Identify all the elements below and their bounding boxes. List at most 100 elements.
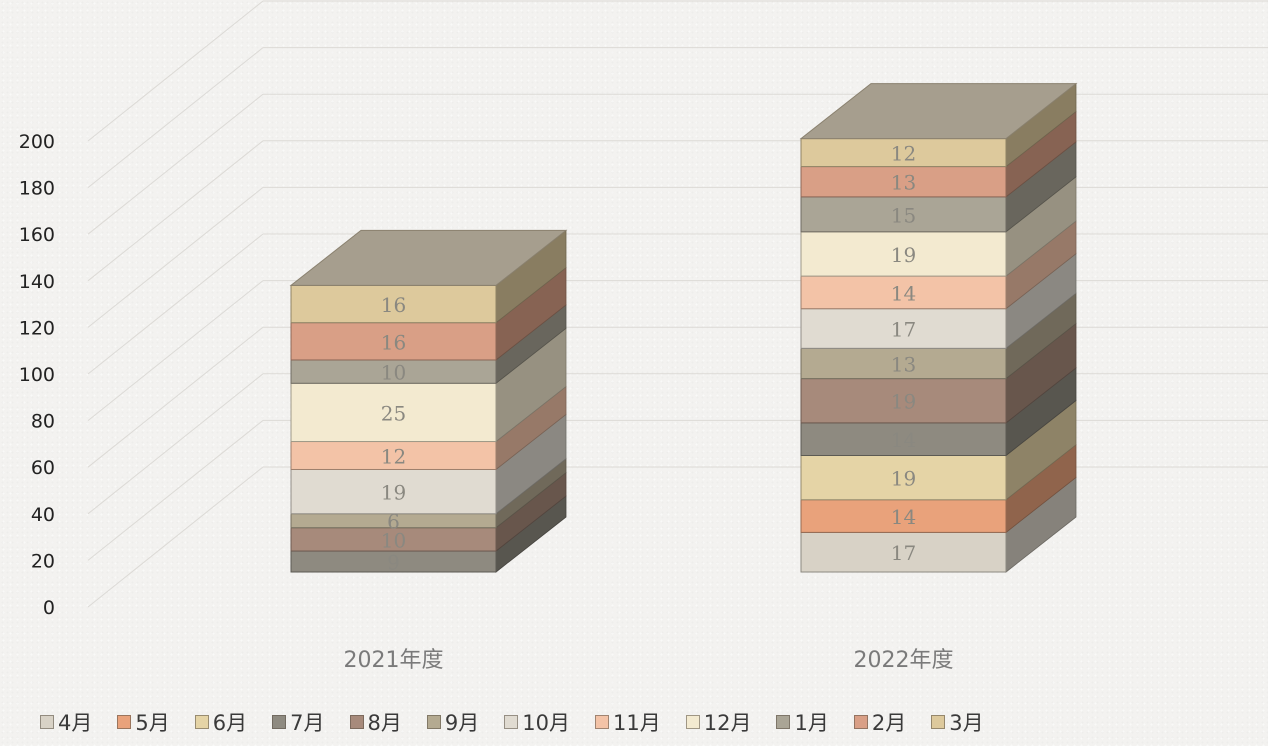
y-tick-label: 140 <box>19 271 55 293</box>
legend-label: 5月 <box>135 711 170 735</box>
bar-segment <box>800 499 1007 533</box>
data-label: 25 <box>381 401 406 425</box>
data-label: 19 <box>891 467 916 491</box>
bar-segment <box>800 231 1007 277</box>
legend-item: 12月 <box>685 707 752 737</box>
legend-swatch <box>426 715 441 729</box>
legend-label: 8月 <box>367 711 402 735</box>
y-tick-label: 60 <box>31 457 55 479</box>
legend-swatch <box>349 715 364 729</box>
legend-item: 4月 <box>40 707 92 737</box>
legend-label: 2月 <box>871 711 907 735</box>
legend-item: 10月 <box>504 707 570 737</box>
legend: 4月 5月 6月 7月 8月 9月 10月 11月 12月 1月 2月 3月 <box>40 704 1268 740</box>
grid-diagonal <box>87 140 264 282</box>
grid-diagonal <box>87 420 264 561</box>
data-label: 9 <box>387 551 400 575</box>
legend-label: 1月 <box>794 711 829 735</box>
legend-swatch <box>776 715 791 729</box>
legend-swatch <box>685 715 700 729</box>
legend-swatch <box>931 715 946 729</box>
legend-swatch <box>853 715 868 729</box>
data-label: 12 <box>891 142 916 166</box>
x-category-label: 2022年度 <box>854 648 954 673</box>
data-label: 13 <box>891 171 916 195</box>
x-category-label: 2021年度 <box>344 648 444 673</box>
y-tick-label: 20 <box>31 550 55 572</box>
legend-item: 5月 <box>117 707 170 737</box>
data-label: 6 <box>387 510 400 534</box>
data-label: 14 <box>891 505 916 529</box>
bar-segment <box>800 275 1007 310</box>
legend-label: 12月 <box>703 711 752 735</box>
grid-diagonal <box>87 326 264 468</box>
data-label: 17 <box>891 541 916 565</box>
bar-top-face <box>289 229 568 286</box>
grid-diagonal <box>87 466 264 608</box>
legend-item: 3月 <box>931 707 984 737</box>
bar-segment <box>800 308 1007 349</box>
bar-segment <box>800 138 1007 168</box>
data-label: 16 <box>381 330 406 354</box>
bar-segment <box>290 284 497 324</box>
legend-swatch <box>117 715 132 729</box>
bar-stack: 17 14 19 14 19 13 17 14 19 15 13 12 <box>799 82 1078 573</box>
data-label: 17 <box>891 318 916 342</box>
gridlines <box>87 0 1268 608</box>
grid-diagonal <box>87 93 264 235</box>
data-label: 10 <box>381 361 406 385</box>
bar-segment <box>290 441 497 470</box>
legend-swatch <box>504 715 519 729</box>
y-tick-label: 40 <box>31 504 55 526</box>
data-label: 13 <box>891 352 916 376</box>
bar-segment <box>290 382 497 443</box>
legend-label: 10月 <box>522 711 570 735</box>
data-label: 19 <box>891 390 916 414</box>
bar-segment <box>800 166 1007 198</box>
y-tick-label: 160 <box>19 224 55 246</box>
bar-segment <box>800 196 1007 233</box>
y-tick-label: 200 <box>19 131 55 153</box>
bar-segment <box>800 455 1007 501</box>
grid-diagonal <box>87 0 264 142</box>
grid-diagonal <box>87 280 264 421</box>
legend-swatch <box>40 715 54 729</box>
y-axis-tick-labels: 0 20 40 60 80 100 120 140 160 180 200 <box>19 131 55 619</box>
legend-item: 9月 <box>426 707 480 737</box>
bar-segment <box>800 347 1007 380</box>
legend-label: 9月 <box>444 711 480 735</box>
grid-diagonal <box>87 187 264 328</box>
bar-segment <box>290 322 497 361</box>
bar-segment <box>800 531 1007 573</box>
data-label: 14 <box>891 281 916 305</box>
legend-item: 7月 <box>272 707 325 737</box>
legend-item: 8月 <box>349 707 402 737</box>
legend-item: 6月 <box>194 707 248 737</box>
y-tick-label: 100 <box>19 364 55 386</box>
legend-swatch <box>194 715 209 729</box>
y-tick-label: 80 <box>31 411 55 433</box>
bar-top-face <box>799 83 1078 140</box>
data-label: 15 <box>891 203 916 227</box>
legend-label: 6月 <box>212 711 248 735</box>
data-label: 19 <box>381 481 406 505</box>
legend-label: 3月 <box>949 711 984 735</box>
stacked-3d-column-chart: 0 20 40 60 80 100 120 140 160 180 200 9 10 6 19 12 25 10… <box>19 0 1268 673</box>
data-label: 16 <box>381 293 406 317</box>
x-axis-category-labels: 2021年度 2022年度 <box>344 648 954 673</box>
grid-diagonal <box>87 373 264 515</box>
y-tick-label: 180 <box>19 178 55 200</box>
data-label: 12 <box>381 445 406 469</box>
legend-item: 1月 <box>776 707 829 737</box>
grid-diagonal <box>87 47 264 188</box>
legend-label: 7月 <box>290 711 325 735</box>
grid-diagonal <box>87 233 264 375</box>
legend-item: 11月 <box>594 707 661 737</box>
y-tick-label: 0 <box>43 597 55 619</box>
legend-item: 2月 <box>853 707 907 737</box>
legend-label: 4月 <box>58 711 93 735</box>
y-tick-label: 120 <box>19 317 55 339</box>
data-label: 19 <box>891 243 916 267</box>
